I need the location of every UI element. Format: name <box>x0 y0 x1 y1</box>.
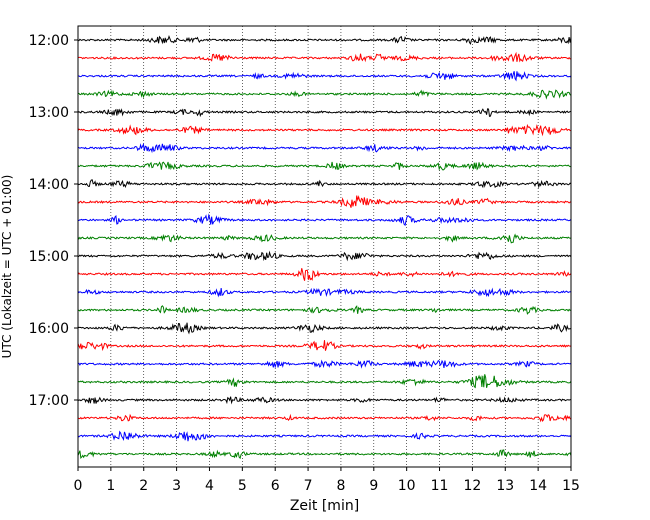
trace-1645 <box>77 374 572 389</box>
y-tick-label-15:00: 15:00 <box>29 249 69 265</box>
y-tick-label-16:00: 16:00 <box>29 321 69 337</box>
x-tick-label-11: 11 <box>431 478 449 494</box>
trace-1230 <box>77 71 572 82</box>
x-tick-label-6: 6 <box>271 478 280 494</box>
trace-1545 <box>77 305 572 315</box>
trace-1445 <box>77 233 572 244</box>
trace-1515 <box>77 268 572 281</box>
x-tick-label-1: 1 <box>106 478 115 494</box>
trace-lines <box>77 35 572 460</box>
trace-1430 <box>77 213 572 227</box>
y-axis: 12:00 13:00 14:00 15:00 16:00 17:00 <box>29 33 78 409</box>
trace-1345 <box>77 161 572 171</box>
x-axis-label: Zeit [min] <box>290 498 359 514</box>
x-tick-label-15: 15 <box>562 478 580 494</box>
trace-1715 <box>77 413 572 423</box>
x-tick-label-0: 0 <box>74 478 83 494</box>
trace-1530 <box>77 287 572 298</box>
plot-frame <box>77 25 572 468</box>
trace-1415 <box>77 195 572 208</box>
y-tick-label-17:00: 17:00 <box>29 393 69 409</box>
trace-1745 <box>77 449 572 460</box>
trace-1400 <box>77 179 572 189</box>
x-tick-label-7: 7 <box>304 478 313 494</box>
y-tick-label-14:00: 14:00 <box>29 177 69 193</box>
y-tick-label-12:00: 12:00 <box>29 33 69 49</box>
x-tick-label-10: 10 <box>398 478 416 494</box>
trace-1615 <box>77 340 572 352</box>
trace-1215 <box>77 51 572 63</box>
x-axis: 0 1 2 3 4 5 6 7 8 9 10 11 12 13 14 15 <box>74 467 580 494</box>
trace-1300 <box>77 108 572 118</box>
x-tick-label-13: 13 <box>496 478 514 494</box>
trace-1730 <box>77 430 572 442</box>
y-axis-label: UTC (Lokalzeit = UTC + 01:00) <box>0 175 14 359</box>
x-tick-label-5: 5 <box>238 478 247 494</box>
x-tick-label-12: 12 <box>463 478 481 494</box>
x-tick-label-4: 4 <box>205 478 214 494</box>
x-tick-label-8: 8 <box>336 478 345 494</box>
trace-1630 <box>77 359 572 369</box>
trace-1700 <box>77 396 572 405</box>
x-tick-label-3: 3 <box>172 478 181 494</box>
trace-1500 <box>77 250 572 262</box>
x-tick-label-14: 14 <box>529 478 547 494</box>
trace-1200 <box>77 35 572 45</box>
y-tick-label-13:00: 13:00 <box>29 105 69 121</box>
x-tick-label-2: 2 <box>139 478 148 494</box>
trace-1245 <box>77 89 572 100</box>
trace-1315 <box>77 123 572 137</box>
x-tick-label-9: 9 <box>369 478 378 494</box>
trace-1600 <box>77 322 572 335</box>
trace-1330 <box>77 142 572 154</box>
